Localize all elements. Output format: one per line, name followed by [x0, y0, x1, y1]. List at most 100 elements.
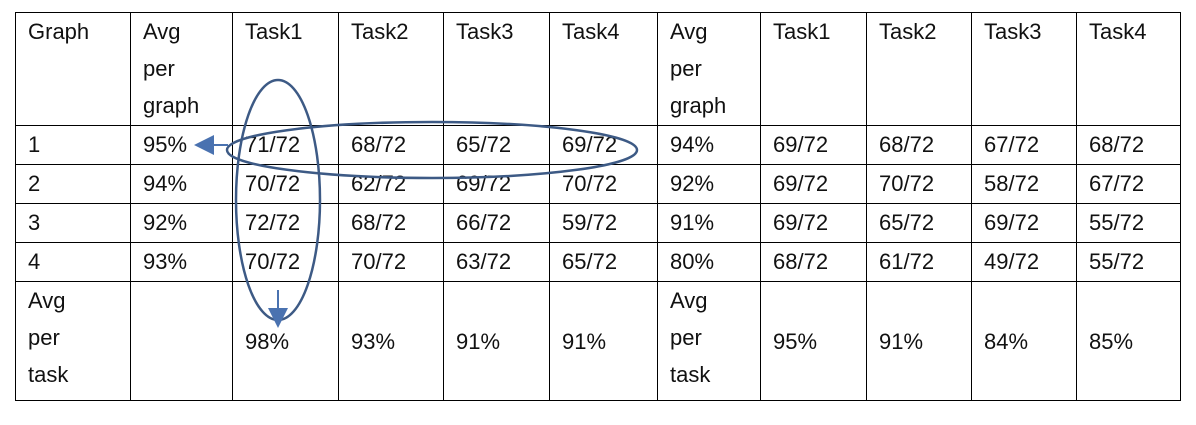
cell-text: 68/72 [879, 132, 935, 157]
table-cell: 65/72 [443, 125, 550, 165]
table-cell: 69/72 [760, 125, 867, 165]
table-row: Avg per task 98% 93% 91% 91% Avg per task 95% 9… [15, 281, 1181, 401]
table-cell: Task2 [866, 12, 972, 126]
table-cell: 70/72 [232, 164, 339, 204]
cell-text: 84% [984, 328, 1029, 354]
table-cell: 62/72 [338, 164, 444, 204]
table-cell: 68/72 [760, 242, 867, 282]
cell-text: 69/72 [773, 210, 829, 235]
table-cell: 69/72 [760, 203, 867, 243]
table-cell: 91% [443, 281, 550, 401]
table-cell: 69/72 [971, 203, 1077, 243]
cell-text: 1 [28, 132, 41, 157]
cell-text: 2 [28, 171, 41, 196]
cell-text: 70/72 [245, 249, 301, 274]
table-cell: 70/72 [232, 242, 339, 282]
cell-text: 68/72 [773, 249, 829, 274]
cell-text: 62/72 [351, 171, 407, 196]
table-cell: 55/72 [1076, 242, 1181, 282]
table-cell: 71/72 [232, 125, 339, 165]
cell-text: 69/72 [456, 171, 512, 196]
table-cell: 94% [657, 125, 761, 165]
cell-text: 67/72 [1089, 171, 1145, 196]
table-row: 1 95% 71/72 68/72 65/72 69/72 94% 69/72 68/72 67/… [15, 125, 1181, 165]
cell-text: 70/72 [879, 171, 935, 196]
table-cell: Task4 [1076, 12, 1181, 126]
cell-text: Task3 [456, 19, 514, 44]
cell-text: Avg per task [670, 288, 711, 387]
table-cell: 92% [130, 203, 233, 243]
cell-text: 68/72 [1089, 132, 1145, 157]
cell-text: 91% [456, 328, 501, 354]
cell-text: 65/72 [456, 132, 512, 157]
cell-text: 92% [670, 171, 715, 196]
cell-text: 4 [28, 249, 41, 274]
cell-text: 91% [879, 328, 924, 354]
cell-text: 59/72 [562, 210, 618, 235]
table-cell: 65/72 [549, 242, 658, 282]
table-cell: Avg per task [15, 281, 131, 401]
table-cell: 2 [15, 164, 131, 204]
cell-text: 70/72 [245, 171, 301, 196]
table-cell: 68/72 [338, 203, 444, 243]
table-cell: 1 [15, 125, 131, 165]
cell-text: Graph [28, 19, 90, 44]
cell-text: 58/72 [984, 171, 1040, 196]
table-cell: 69/72 [443, 164, 550, 204]
table-cell: 91% [657, 203, 761, 243]
table-cell: Graph [15, 12, 131, 126]
table-cell: Task1 [760, 12, 867, 126]
cell-text: 95% [143, 132, 188, 157]
cell-text: 93% [143, 249, 188, 274]
table-cell: 49/72 [971, 242, 1077, 282]
table-cell: 69/72 [760, 164, 867, 204]
table-cell: 3 [15, 203, 131, 243]
cell-text: 69/72 [773, 132, 829, 157]
table-cell: 93% [338, 281, 444, 401]
table-cell: 93% [130, 242, 233, 282]
table-row: 3 92% 72/72 68/72 66/72 59/72 91% 69/72 65/72 69/… [15, 203, 1181, 243]
table-cell: Task2 [338, 12, 444, 126]
cell-text: 69/72 [562, 132, 618, 157]
cell-text: 94% [670, 132, 715, 157]
cell-text: Avg per graph [143, 19, 200, 118]
table-row: 4 93% 70/72 70/72 63/72 65/72 80% 68/72 61/72 49/… [15, 242, 1181, 282]
cell-text: 91% [562, 328, 607, 354]
table-cell: 69/72 [549, 125, 658, 165]
cell-text: 92% [143, 210, 188, 235]
cell-text: 70/72 [351, 249, 407, 274]
table-row: Graph Avg per graph Task1 Task2 Task3 Task4 Av… [15, 12, 1181, 126]
table-cell: 94% [130, 164, 233, 204]
table-cell: Task3 [971, 12, 1077, 126]
table-cell: 67/72 [971, 125, 1077, 165]
cell-text: Task4 [562, 19, 620, 44]
table-cell: 66/72 [443, 203, 550, 243]
table-cell: 72/72 [232, 203, 339, 243]
cell-text: 93% [351, 328, 396, 354]
cell-text: Task2 [351, 19, 409, 44]
cell-text: 71/72 [245, 132, 301, 157]
cell-text: 95% [773, 328, 818, 354]
table-cell: 63/72 [443, 242, 550, 282]
table-cell: 91% [866, 281, 972, 401]
table-cell: Task1 [232, 12, 339, 126]
cell-text: 55/72 [1089, 249, 1145, 274]
table-cell: Task4 [549, 12, 658, 126]
cell-text: 94% [143, 171, 188, 196]
table-cell: 70/72 [866, 164, 972, 204]
table-cell: 65/72 [866, 203, 972, 243]
table-cell: 95% [760, 281, 867, 401]
cell-text: 70/72 [562, 171, 618, 196]
cell-text: 63/72 [456, 249, 512, 274]
table-cell: 84% [971, 281, 1077, 401]
table-cell: 95% [130, 125, 233, 165]
cell-text: Task4 [1089, 19, 1147, 44]
cell-text: 67/72 [984, 132, 1040, 157]
table-cell [130, 281, 233, 401]
cell-text: 80% [670, 249, 715, 274]
cell-text: 49/72 [984, 249, 1040, 274]
cell-text: 91% [670, 210, 715, 235]
cell-text: 98% [245, 328, 290, 354]
cell-text: Avg per task [28, 288, 69, 387]
table-cell: 68/72 [338, 125, 444, 165]
